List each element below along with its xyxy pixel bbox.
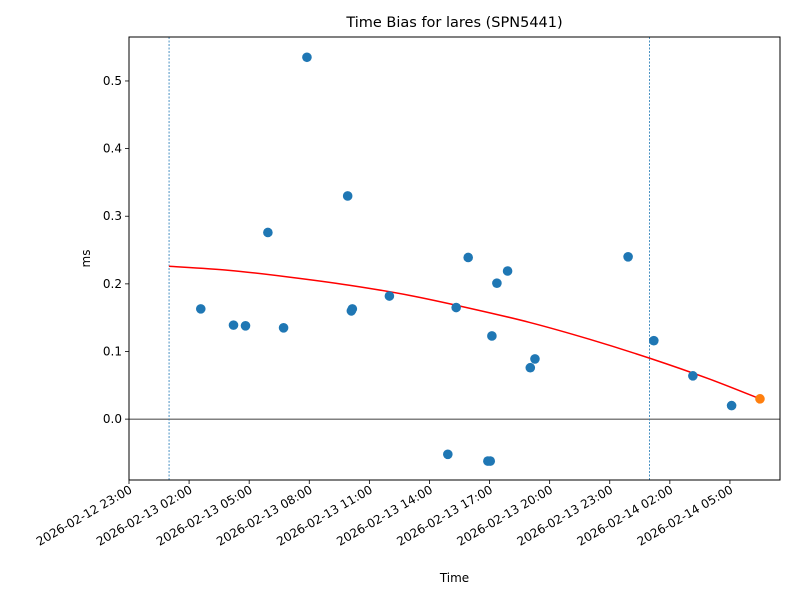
data-point-2: [240, 320, 251, 331]
x-axis-label: Time: [439, 571, 469, 585]
data-point-3: [263, 227, 273, 238]
y-tick-label-1: 0.1: [103, 344, 122, 358]
y-tick-label-0: 0.0: [103, 412, 122, 426]
y-tick-label-4: 0.4: [103, 142, 122, 156]
plot-content: [129, 37, 780, 480]
data-point-9: [384, 291, 395, 301]
data-point-10: [443, 449, 453, 460]
data-point-20: [623, 252, 633, 262]
data-point-5: [302, 52, 312, 63]
data-point-15: [487, 331, 497, 341]
highlight-point: [755, 394, 765, 404]
data-point-17: [502, 266, 513, 276]
data-point-23: [726, 400, 737, 411]
data-point-12: [463, 252, 473, 263]
data-point-18: [525, 362, 536, 373]
data-point-21: [649, 335, 659, 346]
data-point-22: [688, 371, 698, 381]
data-point-14: [485, 456, 496, 466]
data-point-0: [195, 304, 206, 314]
data-point-19: [530, 354, 540, 364]
data-point-8: [347, 304, 358, 314]
y-tick-label-5: 0.5: [103, 74, 122, 88]
chart-title: Time Bias for lares (SPN5441): [345, 15, 562, 31]
plot-frame: [128, 36, 781, 481]
data-point-1: [228, 320, 239, 330]
y-axis-ticks: 0.0 0.1 0.2 0.3 0.4 0.5: [103, 74, 129, 426]
data-point-6: [342, 191, 353, 201]
y-tick-label-2: 0.2: [103, 277, 122, 291]
data-point-4: [278, 323, 289, 333]
data-point-16: [492, 278, 502, 288]
data-point-11: [451, 302, 461, 313]
y-tick-label-3: 0.3: [103, 209, 122, 223]
y-axis-label: ms: [79, 250, 93, 268]
fit-curve: [169, 265, 761, 400]
